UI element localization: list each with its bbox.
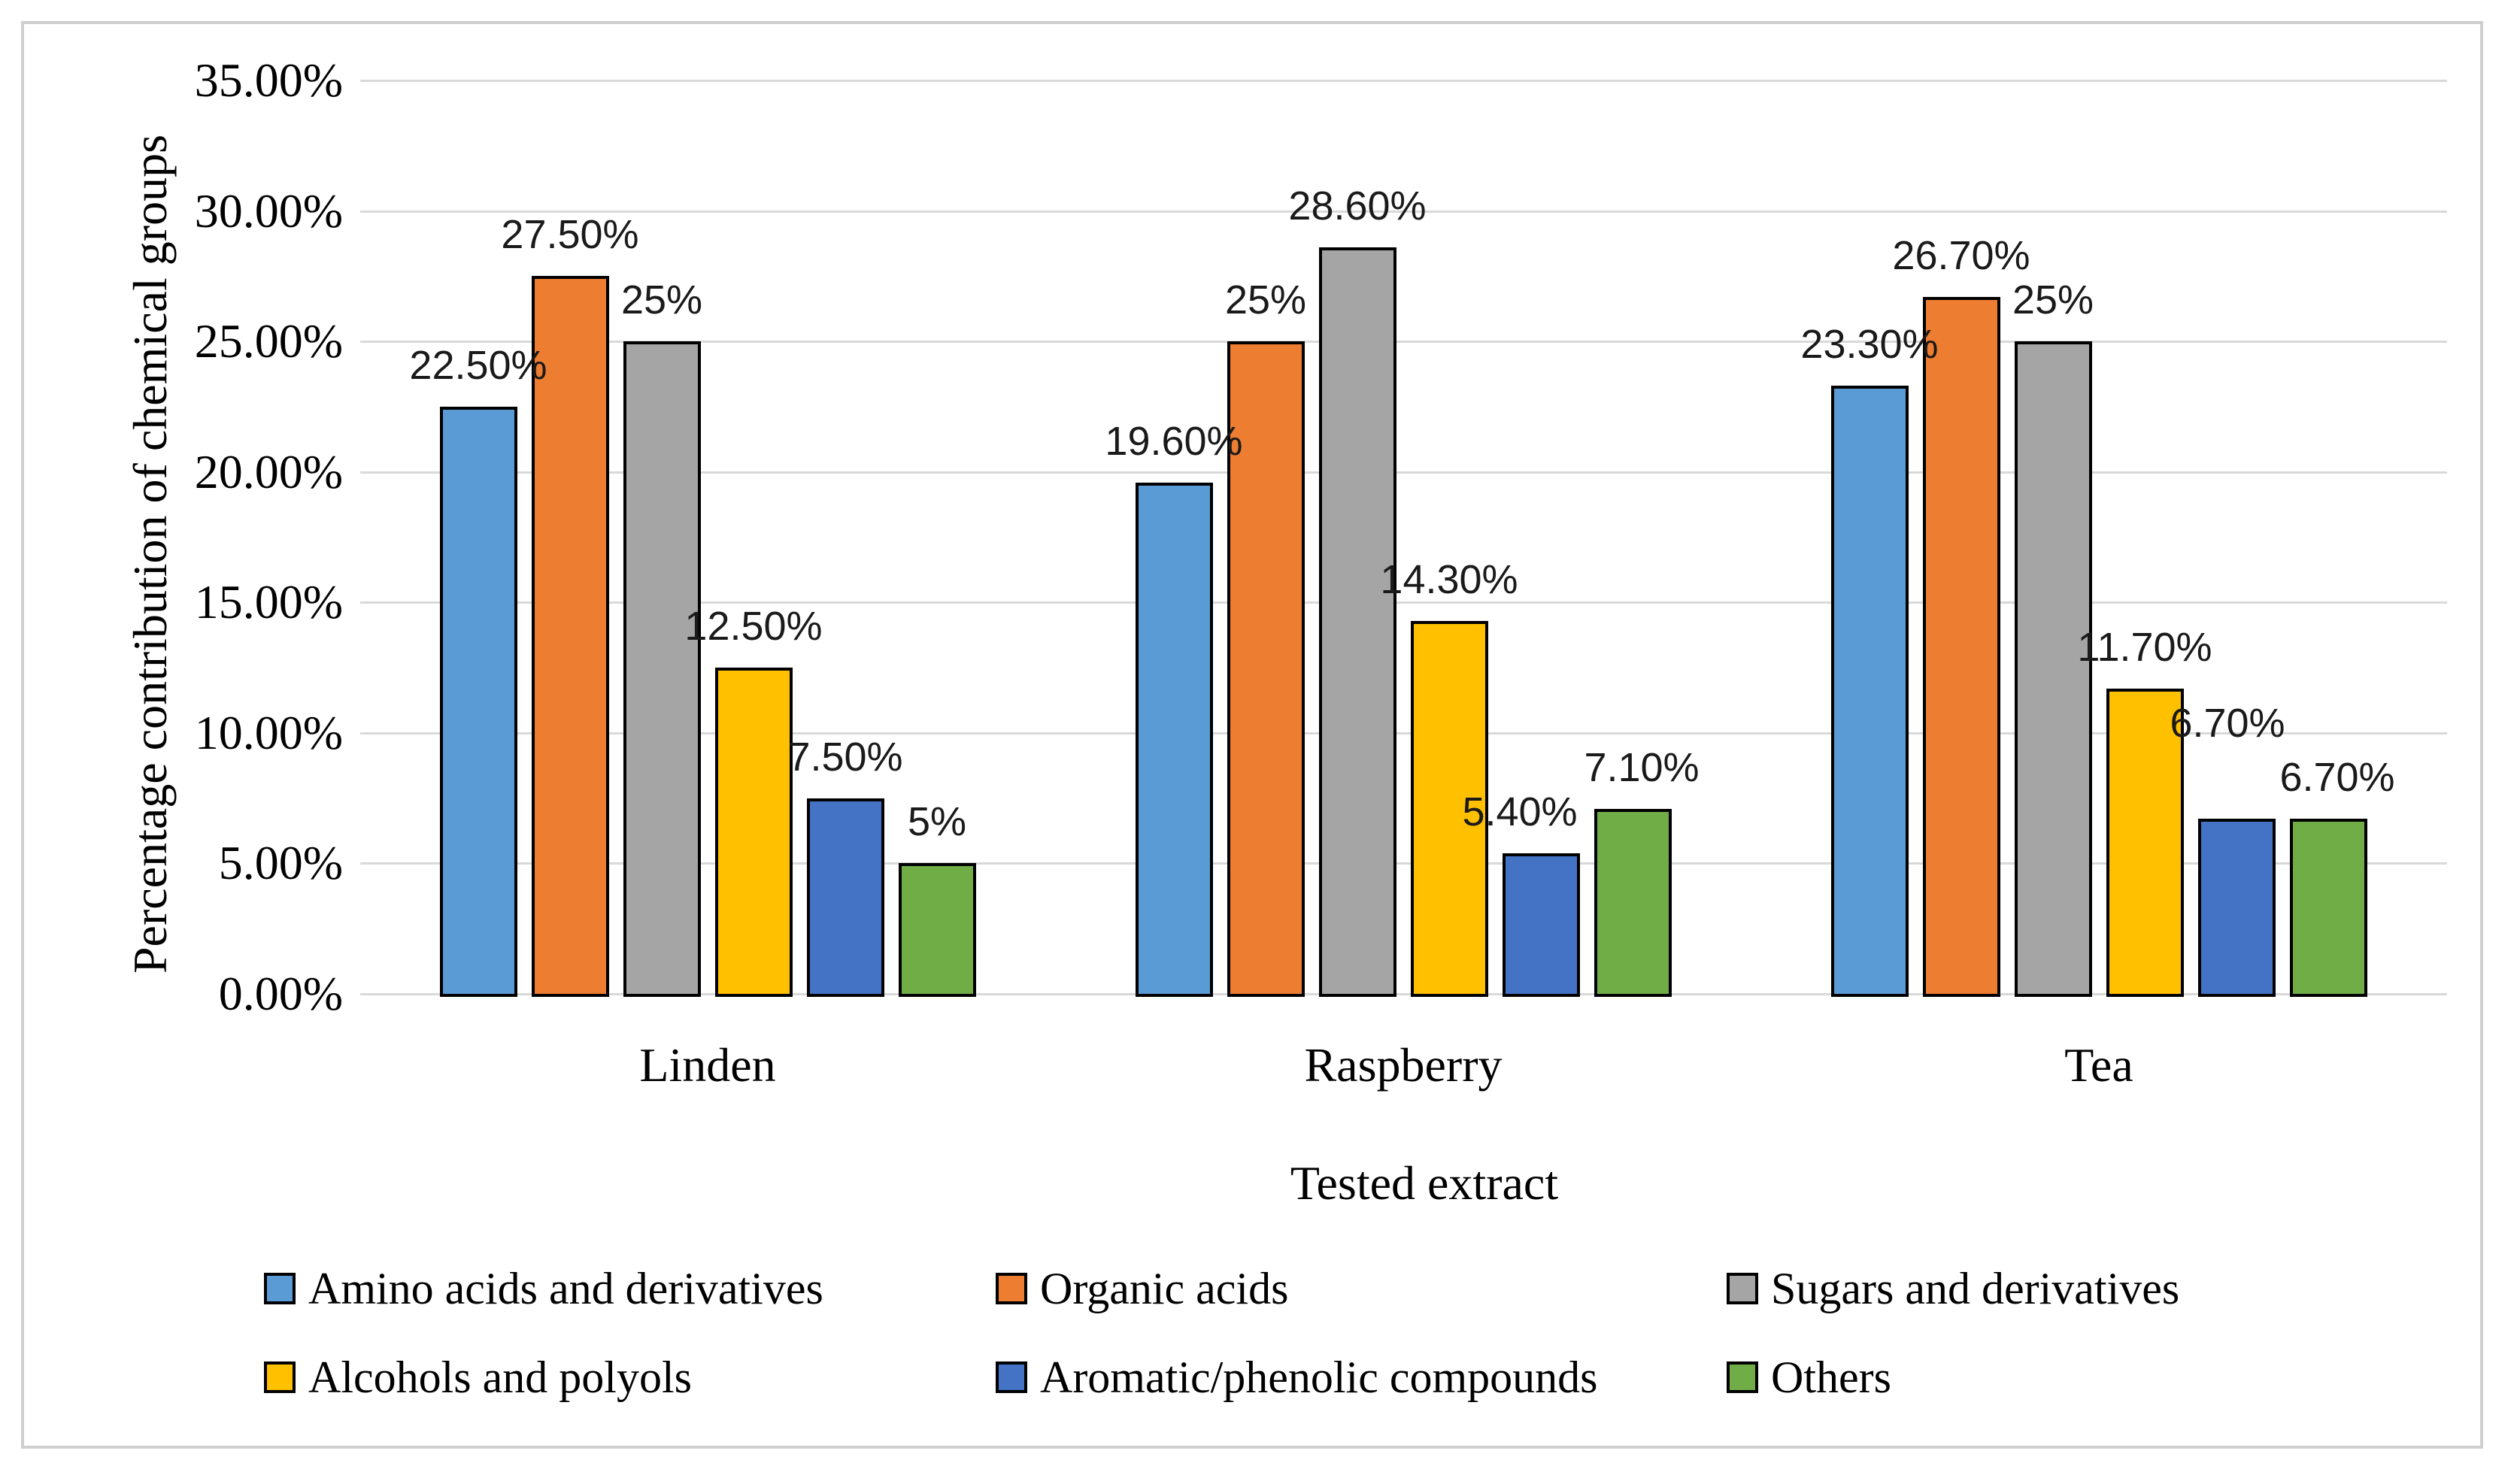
bar-linden-organic-acids bbox=[532, 276, 609, 997]
legend-swatch-icon bbox=[1727, 1273, 1758, 1304]
legend-label: Aromatic/phenolic compounds bbox=[1040, 1352, 1598, 1402]
legend-label: Amino acids and derivatives bbox=[308, 1264, 823, 1313]
y-tick-label: 25.00% bbox=[194, 314, 343, 368]
data-label: 6.70% bbox=[2279, 755, 2395, 800]
bar-tea-aromatic-phenolic-compounds bbox=[2198, 819, 2276, 997]
data-label: 7.50% bbox=[787, 734, 903, 780]
y-tick-label: 30.00% bbox=[194, 184, 343, 238]
bar-raspberry-aromatic-phenolic-compounds bbox=[1503, 853, 1580, 997]
legend-label: Alcohols and polyols bbox=[308, 1352, 692, 1402]
category-label-tea: Tea bbox=[2064, 1038, 2133, 1092]
category-label-raspberry: Raspberry bbox=[1304, 1038, 1503, 1092]
bar-linden-sugars-and-derivatives bbox=[623, 341, 701, 997]
bar-tea-amino-acids-and-derivatives bbox=[1831, 386, 1909, 997]
legend-item-others: Others bbox=[1727, 1355, 1891, 1400]
bar-raspberry-organic-acids bbox=[1227, 341, 1305, 997]
y-tick-label: 20.00% bbox=[194, 445, 343, 498]
data-label: 25% bbox=[2012, 277, 2094, 323]
data-label: 28.60% bbox=[1288, 183, 1427, 229]
bar-tea-alcohols-and-polyols bbox=[2106, 689, 2184, 997]
y-tick-label: 5.00% bbox=[218, 836, 343, 889]
legend-item-aromatic-phenolic-compounds: Aromatic/phenolic compounds bbox=[996, 1355, 1598, 1400]
data-label: 22.50% bbox=[409, 343, 547, 388]
data-label: 6.70% bbox=[2170, 701, 2285, 746]
legend-label: Organic acids bbox=[1040, 1264, 1289, 1313]
y-tick-label: 0.00% bbox=[218, 967, 343, 1020]
data-label: 5% bbox=[907, 799, 967, 844]
legend-swatch-icon bbox=[996, 1273, 1027, 1304]
gridline-30 bbox=[360, 211, 2447, 213]
data-label: 25% bbox=[620, 277, 703, 323]
data-label: 26.70% bbox=[1892, 233, 2030, 278]
y-tick-label: 35.00% bbox=[194, 53, 343, 107]
data-label: 5.40% bbox=[1462, 789, 1578, 834]
bar-raspberry-sugars-and-derivatives bbox=[1319, 247, 1396, 997]
gridline-0 bbox=[360, 993, 2447, 995]
legend-swatch-icon bbox=[1727, 1361, 1758, 1393]
legend-item-organic-acids: Organic acids bbox=[996, 1266, 1288, 1311]
gridline-10 bbox=[360, 732, 2447, 734]
data-label: 19.60% bbox=[1105, 419, 1243, 464]
category-label-linden: Linden bbox=[639, 1038, 776, 1092]
bar-linden-others bbox=[899, 863, 976, 997]
y-tick-label: 10.00% bbox=[194, 706, 343, 759]
gridline-15 bbox=[360, 601, 2447, 604]
gridline-35 bbox=[360, 80, 2447, 82]
legend-item-amino-acids-and-derivatives: Amino acids and derivatives bbox=[264, 1266, 823, 1311]
bar-tea-sugars-and-derivatives bbox=[2015, 341, 2092, 997]
data-label: 23.30% bbox=[1800, 322, 1939, 367]
gridline-5 bbox=[360, 862, 2447, 865]
legend-label: Sugars and derivatives bbox=[1771, 1264, 2180, 1313]
bar-raspberry-alcohols-and-polyols bbox=[1411, 621, 1488, 997]
data-label: 11.70% bbox=[2077, 625, 2212, 670]
bar-linden-alcohols-and-polyols bbox=[715, 668, 793, 997]
data-label: 27.50% bbox=[501, 212, 639, 257]
gridline-25 bbox=[360, 341, 2447, 343]
bar-linden-aromatic-phenolic-compounds bbox=[807, 798, 884, 997]
bar-raspberry-amino-acids-and-derivatives bbox=[1136, 483, 1213, 997]
x-axis-title: Tested extract bbox=[1290, 1156, 1559, 1210]
data-label: 7.10% bbox=[1584, 745, 1700, 790]
data-label: 14.30% bbox=[1380, 557, 1518, 602]
gridline-20 bbox=[360, 471, 2447, 474]
y-tick-label: 15.00% bbox=[194, 575, 343, 628]
legend-item-alcohols-and-polyols: Alcohols and polyols bbox=[264, 1355, 692, 1400]
legend-swatch-icon bbox=[264, 1273, 296, 1304]
bar-tea-others bbox=[2290, 819, 2367, 997]
legend-swatch-icon bbox=[996, 1361, 1027, 1393]
bar-raspberry-others bbox=[1594, 809, 1672, 997]
data-label: 25% bbox=[1224, 277, 1307, 323]
chart-figure: Percentage contribution of chemical grou… bbox=[21, 21, 2483, 1449]
legend-swatch-icon bbox=[264, 1361, 296, 1393]
legend-label: Others bbox=[1771, 1352, 1891, 1402]
bar-linden-amino-acids-and-derivatives bbox=[440, 407, 517, 997]
legend-item-sugars-and-derivatives: Sugars and derivatives bbox=[1727, 1266, 2179, 1311]
bar-tea-organic-acids bbox=[1923, 297, 2000, 997]
data-label: 12.50% bbox=[684, 604, 823, 649]
